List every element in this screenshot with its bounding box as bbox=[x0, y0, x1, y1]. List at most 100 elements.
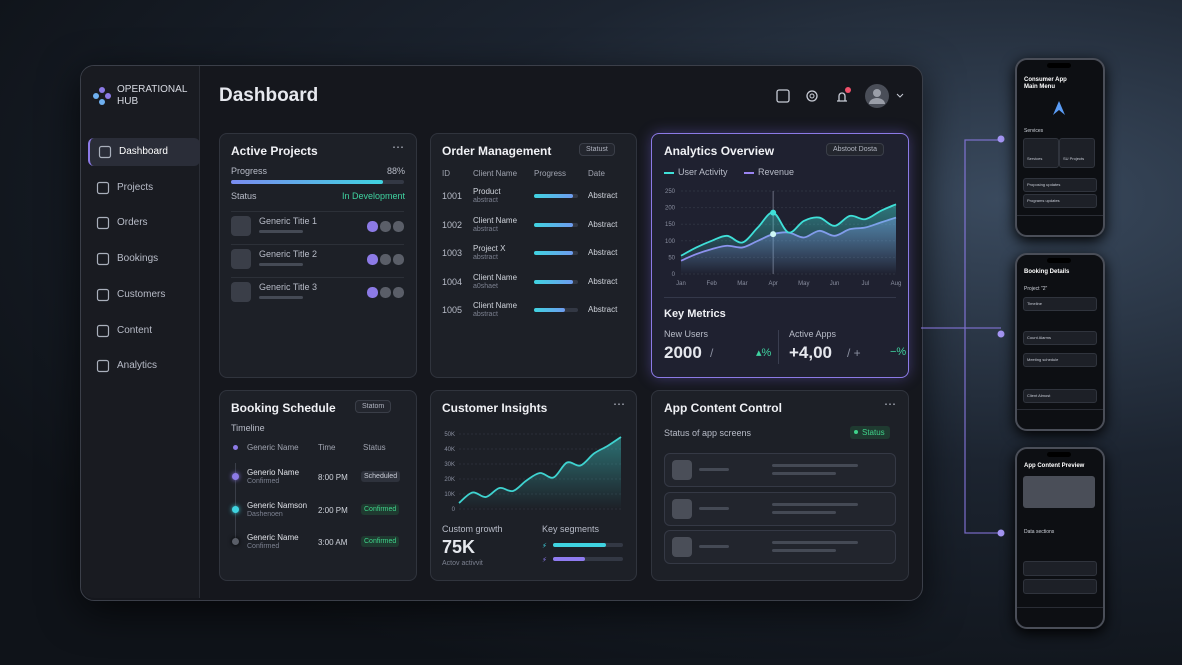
nav-item[interactable]: Analytics bbox=[88, 352, 198, 380]
screen-row[interactable] bbox=[664, 453, 896, 487]
client-detail: abstract bbox=[473, 225, 498, 233]
progress-track bbox=[534, 222, 578, 227]
chart-svg bbox=[96, 217, 110, 230]
progress-bar bbox=[534, 194, 573, 198]
placeholder bbox=[772, 541, 858, 544]
phone-row-label: Meeting schedule bbox=[1027, 357, 1059, 362]
card-title: Active Projects bbox=[231, 144, 318, 158]
phone-row: Programs updates bbox=[1023, 194, 1097, 208]
y-tick-label: 150 bbox=[665, 222, 676, 228]
menu-dots[interactable]: ⋯ bbox=[613, 397, 625, 411]
notch bbox=[1047, 258, 1071, 263]
avatar bbox=[392, 253, 405, 266]
brand-logo bbox=[93, 87, 111, 105]
client-name: Product bbox=[473, 187, 501, 196]
legend-label: Revenue bbox=[758, 167, 795, 177]
notch bbox=[1047, 63, 1071, 68]
legend-swatch bbox=[664, 172, 674, 174]
avatar bbox=[392, 220, 405, 233]
chart-svg bbox=[96, 360, 110, 373]
nav-item[interactable]: Content bbox=[88, 317, 198, 345]
y-tick-label: 0 bbox=[452, 507, 456, 513]
menu-dots[interactable]: ⋯ bbox=[392, 140, 404, 154]
screen-thumb bbox=[672, 460, 692, 480]
order-id: 1001 bbox=[442, 191, 463, 201]
client-detail: abstract bbox=[473, 254, 498, 262]
nav-item[interactable]: Orders bbox=[88, 209, 198, 237]
phone-mockup: App Content Preview Data sections bbox=[1015, 447, 1105, 629]
nav-item[interactable]: Dashboard bbox=[88, 138, 200, 166]
segment-bar bbox=[553, 543, 606, 547]
phone-row: Services bbox=[1023, 138, 1059, 168]
progress-track bbox=[231, 180, 404, 184]
metric-value: +4,00 bbox=[789, 343, 833, 362]
active-projects-card: Active Projects ⋯ Progress 88% Status In Deve… bbox=[219, 133, 417, 378]
series-line bbox=[458, 436, 622, 504]
status-badge: Confirmed bbox=[361, 503, 400, 515]
y-tick-label: 50 bbox=[668, 255, 675, 261]
header-icons[interactable] bbox=[770, 84, 910, 110]
nav-item[interactable]: Projects bbox=[88, 174, 198, 202]
progress-track bbox=[534, 308, 578, 313]
phone-row bbox=[1023, 579, 1097, 594]
x-tick-label: Apr bbox=[768, 281, 777, 287]
item-title: Generic Titie 1 bbox=[259, 216, 318, 226]
nav-item[interactable]: Customers bbox=[88, 281, 198, 309]
nav-item[interactable]: Bookings bbox=[88, 245, 198, 273]
booking-time: 2:00 PM bbox=[318, 505, 348, 515]
x-tick-label: Jun bbox=[830, 281, 840, 287]
screen-row[interactable] bbox=[664, 491, 896, 526]
growth-note: Actov activvit bbox=[442, 560, 483, 567]
metric-divider bbox=[778, 330, 779, 364]
item-title: Generic Title 3 bbox=[259, 282, 318, 292]
legend-swatch bbox=[744, 172, 754, 174]
phone-mockup: Booking Details Project "2" Timeline Count … bbox=[1015, 253, 1105, 431]
tab-bar bbox=[1017, 215, 1103, 216]
placeholder bbox=[699, 468, 729, 471]
screen-row[interactable] bbox=[664, 530, 896, 564]
order-management-card: Order Management Statust ID Client Name Prog… bbox=[430, 133, 637, 378]
segment-icon: ⚡ bbox=[542, 543, 547, 550]
progress-value: 88% bbox=[386, 166, 405, 176]
avatar bbox=[379, 286, 392, 299]
card-title: Booking Schedule bbox=[231, 401, 336, 415]
metric-label: New Users bbox=[664, 329, 709, 339]
metric-label: Active Apps bbox=[789, 329, 837, 339]
chart-svg: 0 50 100 150 200 250 Jan Feb Mar Apr May Jun Jul Aug bbox=[665, 189, 901, 287]
timeline-dot bbox=[233, 445, 238, 450]
row-divider bbox=[231, 277, 404, 278]
x-tick-label: Jan bbox=[676, 281, 686, 287]
segments-title: Key segments bbox=[542, 524, 600, 534]
chart-svg bbox=[96, 252, 110, 266]
phone-row-label: Proposing updates bbox=[1027, 182, 1061, 187]
client-name: Client Name bbox=[473, 272, 518, 282]
y-tick-label: 40K bbox=[444, 447, 455, 453]
item-bar bbox=[259, 263, 303, 266]
order-id: 1003 bbox=[442, 248, 463, 259]
app-content-card: App Content Control ⋯ Status of app screen… bbox=[651, 390, 909, 581]
avatar bbox=[366, 286, 379, 299]
phone-row-label: Programs updates bbox=[1027, 198, 1060, 203]
card-title: Customer Insights bbox=[442, 401, 548, 415]
avatar bbox=[379, 220, 392, 233]
filter-button[interactable]: Statust bbox=[579, 143, 615, 156]
avatar bbox=[379, 253, 392, 266]
nav-icon bbox=[96, 181, 110, 194]
y-tick-label: 100 bbox=[665, 239, 676, 245]
filter-button[interactable]: Abstoot Dosta bbox=[826, 143, 884, 156]
highlight-dot bbox=[770, 209, 777, 216]
metric-trend: ▴% bbox=[756, 347, 772, 359]
booking-time: 8:00 PM bbox=[318, 473, 348, 482]
tab-bar bbox=[1017, 607, 1103, 608]
chart-svg bbox=[96, 181, 110, 194]
progress-bar bbox=[534, 279, 573, 284]
placeholder bbox=[699, 506, 729, 510]
chart-svg bbox=[96, 324, 110, 337]
chart-svg bbox=[96, 288, 110, 301]
menu-dots[interactable]: ⋯ bbox=[884, 397, 896, 411]
filter-button[interactable]: Statom bbox=[355, 400, 392, 413]
y-tick-label: 50K bbox=[444, 432, 455, 438]
chart-svg bbox=[98, 145, 112, 159]
progress-bar bbox=[231, 180, 384, 184]
